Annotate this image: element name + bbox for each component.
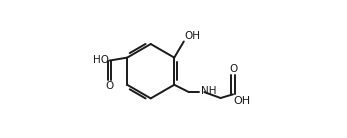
Text: OH: OH xyxy=(234,96,251,106)
Text: OH: OH xyxy=(184,31,200,41)
Text: HO: HO xyxy=(93,55,109,65)
Text: NH: NH xyxy=(201,86,216,96)
Text: O: O xyxy=(229,64,237,74)
Text: O: O xyxy=(105,81,114,91)
